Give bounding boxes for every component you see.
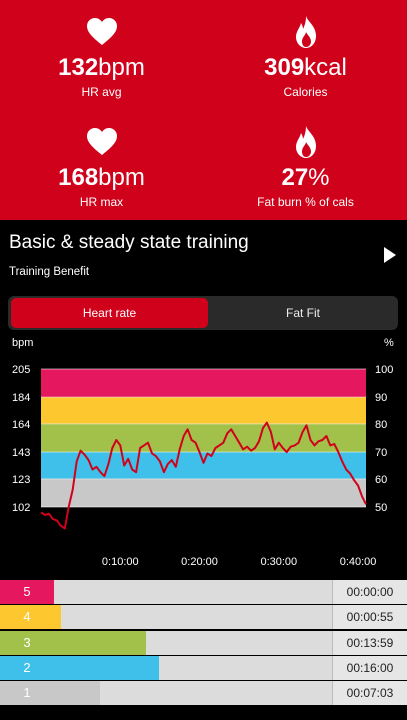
stat-label: HR max (79, 195, 124, 209)
y-tick-label: 164 (12, 419, 30, 431)
stat-value: 27 (281, 164, 309, 191)
zone-time: 00:13:59 (346, 635, 394, 650)
zone-bar-track (54, 605, 332, 630)
zone-band-2 (41, 452, 366, 479)
stat-calories: 309kcal Calories (204, 16, 407, 99)
summary-stats-panel: 132bpm HR avg 309kcal Calories 168bpm HR… (0, 0, 407, 220)
zone-band-1 (41, 478, 366, 507)
stat-label: Fat burn % of cals (257, 195, 354, 209)
zone-number: 3 (0, 630, 54, 655)
play-icon[interactable] (383, 246, 397, 264)
stat-unit: bpm (98, 164, 145, 191)
y-axis-unit-left: bpm (12, 337, 33, 349)
x-tick-label: 0:40:00 (340, 556, 377, 568)
stat-fat-burn: 27% Fat burn % of cals (204, 126, 407, 209)
stat-hr-max: 168bpm HR max (0, 126, 203, 209)
training-title: Basic & steady state training (9, 232, 249, 253)
heart-icon (0, 126, 203, 158)
y-tick-label: 143 (12, 447, 30, 459)
flame-icon (204, 16, 407, 48)
y-right-tick-label: 90 (375, 392, 387, 404)
stat-value: 309 (264, 54, 305, 81)
zone-divider (332, 580, 333, 604)
zone-bar-fill (54, 655, 159, 680)
zone-row-4: 4 00:00:55 (0, 605, 407, 630)
y-axis-unit-right: % (384, 337, 394, 349)
zone-time: 00:00:55 (346, 610, 394, 625)
heart-icon (0, 16, 203, 48)
y-tick-label: 102 (12, 502, 30, 514)
zone-divider (332, 681, 333, 706)
heart-rate-chart: bpm% 205 184 164 143 123 102 100 90 80 70 60 50 0:10:… (0, 332, 407, 578)
zone-bar-fill (54, 681, 101, 706)
x-tick-label: 0:20:00 (181, 556, 218, 568)
zone-time-list: 5 00:00:00 4 00:00:55 3 00:13:59 2 00:16:00 1 00:… (0, 580, 407, 707)
zone-band-5 (41, 369, 366, 398)
heart-rate-chart-svg: bpm % 205 184 164 143 123 102 100 90 80 70 60 50 0:10:… (12, 337, 394, 568)
zone-divider (332, 605, 333, 630)
x-tick-label: 0:30:00 (260, 556, 297, 568)
tab-heart-rate[interactable]: Heart rate (11, 298, 208, 328)
y-right-tick-label: 80 (375, 419, 387, 431)
zone-row-3: 3 00:13:59 (0, 630, 407, 655)
training-header[interactable]: Basic & steady state training Training B… (0, 220, 407, 290)
stat-unit: bpm (98, 54, 145, 81)
stat-hr-avg: 132bpm HR avg (0, 16, 203, 99)
stat-label: HR avg (81, 85, 122, 99)
training-subtitle: Training Benefit (9, 266, 90, 278)
y-right-tick-label: 100 (375, 364, 393, 376)
zone-divider (332, 655, 333, 680)
stat-unit: % (308, 164, 330, 191)
zone-number: 5 (0, 580, 54, 604)
x-tick-label: 0:10:00 (102, 556, 139, 568)
y-right-tick-label: 50 (375, 502, 387, 514)
zone-row-2: 2 00:16:00 (0, 655, 407, 680)
zone-row-1: 1 00:07:03 (0, 681, 407, 706)
zone-number: 4 (0, 605, 54, 630)
zone-bar-track (54, 681, 332, 706)
zone-bar-fill (54, 630, 146, 655)
stat-value: 168 (58, 164, 99, 191)
zone-divider (332, 630, 333, 655)
y-right-tick-label: 70 (375, 447, 387, 459)
stat-unit: kcal (304, 54, 347, 81)
tab-fat-fit[interactable]: Fat Fit (285, 306, 320, 320)
zone-bar-fill (54, 605, 61, 630)
stat-value: 132 (58, 54, 99, 81)
zone-band-3 (41, 423, 366, 453)
zone-row-5: 5 00:00:00 (0, 580, 407, 604)
flame-icon (204, 126, 407, 158)
stat-label: Calories (283, 85, 328, 99)
chart-tabs: Heart rate Fat Fit (8, 296, 398, 330)
zone-time: 00:07:03 (346, 686, 394, 701)
zone-number: 1 (0, 681, 54, 706)
y-right-tick-label: 60 (375, 474, 387, 486)
zone-number: 2 (0, 655, 54, 680)
zone-bar-track (54, 580, 332, 604)
zone-time: 00:00:00 (346, 585, 394, 599)
y-tick-label: 184 (12, 392, 30, 404)
heart-rate-series-line (40, 421, 367, 530)
y-tick-label: 205 (12, 364, 30, 376)
zone-band-4 (41, 397, 366, 424)
zone-time: 00:16:00 (346, 660, 394, 675)
y-tick-label: 123 (12, 474, 30, 486)
